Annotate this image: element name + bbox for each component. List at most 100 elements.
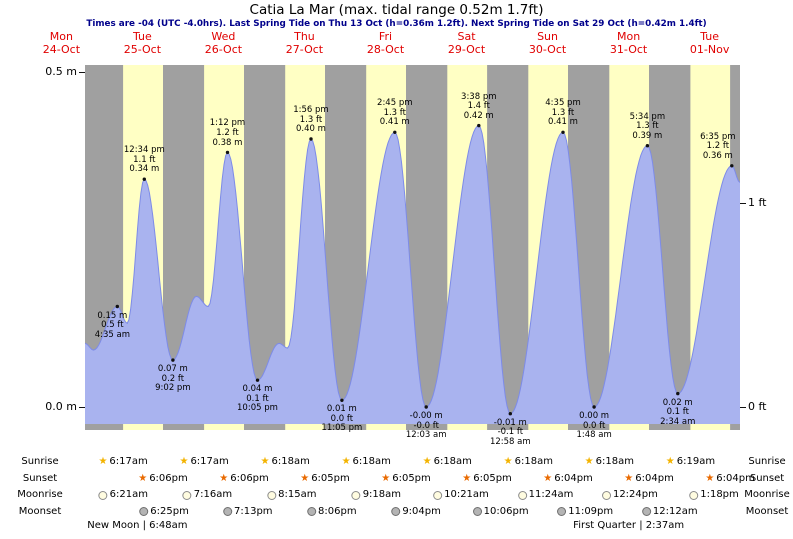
moonset-entry: 12:12am	[641, 504, 698, 520]
sunrise-time: 6:18am	[595, 456, 634, 467]
sunset-entry: ★ 6:04pm	[705, 471, 755, 487]
sunrise-entry: ★ 6:18am	[504, 454, 553, 470]
sunrise-entry: ★ 6:17am	[98, 454, 147, 470]
moonrise-time: 12:24pm	[612, 489, 658, 500]
day-label-date: 25-Oct	[123, 42, 162, 56]
sunset-time: 6:06pm	[230, 472, 269, 484]
sunset-entry: ★ 6:06pm	[219, 471, 269, 487]
sunrise-star-icon: ★	[179, 456, 189, 467]
moonset-entry: 11:09pm	[557, 504, 613, 520]
sunrise-star-icon: ★	[503, 456, 513, 467]
sunset-star-icon: ★	[300, 472, 310, 484]
row-label-sunset-left: Sunset	[22, 472, 58, 484]
sunset-star-icon: ★	[705, 472, 715, 484]
sunrise-star-icon: ★	[665, 456, 675, 467]
moonrise-moon-icon	[351, 490, 361, 500]
moonrise-time: 6:21am	[109, 489, 148, 500]
sunrise-star-icon: ★	[584, 456, 594, 467]
day-label: Tue 01-Nov	[689, 30, 730, 56]
tide-extreme-dot	[477, 123, 481, 128]
moonset-time: 7:13pm	[234, 505, 273, 517]
moonrise-moon-icon	[601, 490, 611, 500]
moonrise-entry: 10:21am	[433, 487, 489, 503]
moonrise-moon-icon	[267, 490, 277, 500]
moonset-moon-icon	[472, 507, 482, 516]
sunset-star-icon: ★	[138, 472, 148, 484]
moonrise-time: 9:18am	[362, 489, 402, 500]
moonset-time: 10:06pm	[483, 505, 529, 517]
moonrise-entry: 1:18pm	[689, 487, 739, 503]
sunrise-entry: ★ 6:18am	[423, 454, 472, 470]
moonrise-time: 8:15am	[278, 489, 317, 500]
sunrise-time: 6:17am	[109, 456, 148, 467]
row-label-sunrise-right: Sunrise	[748, 456, 786, 467]
sunrise-star-icon: ★	[260, 456, 270, 467]
moonrise-entry: 12:24pm	[601, 487, 658, 503]
moonrise-moon-icon	[182, 490, 192, 500]
tide-curve-line	[85, 124, 740, 415]
tide-extreme-dot	[115, 304, 119, 309]
sunset-time: 6:04pm	[554, 472, 593, 484]
day-label-weekday: Mon	[49, 30, 73, 43]
tide-extreme-dot	[561, 130, 565, 134]
row-label-moonset-right: Moonset	[745, 505, 789, 517]
moonrise-moon-icon	[433, 490, 443, 500]
day-label-weekday: Tue	[132, 30, 152, 43]
sunset-time: 6:05pm	[473, 472, 512, 484]
moonrise-time: 1:18pm	[700, 489, 739, 500]
sunrise-time: 6:18am	[514, 456, 553, 467]
moonrise-moon-icon	[689, 490, 699, 500]
day-label-date: 01-Nov	[689, 42, 730, 56]
sunset-star-icon: ★	[381, 472, 391, 484]
moonset-time: 12:12am	[652, 505, 698, 517]
day-label-date: 28-Oct	[366, 42, 405, 56]
sunset-time: 6:04pm	[716, 472, 755, 484]
day-label-date: 29-Oct	[447, 42, 486, 56]
moonset-moon-icon	[139, 507, 149, 516]
almanac-row-moonset: Moonset Moonset 6:25pm 7:13pm 8:06pm 9:04pm 10…	[0, 504, 793, 520]
tide-extreme-dot	[309, 137, 313, 141]
moon-phase-note: First Quarter | 2:37am	[573, 520, 685, 531]
almanac-row-moonrise: Moonrise Moonrise 6:21am 7:16am 8:15am 9:18am…	[0, 487, 793, 503]
tide-area	[85, 125, 740, 424]
sunset-time: 6:05pm	[392, 472, 431, 484]
day-label: Wed 26-Oct	[205, 30, 242, 56]
day-label-weekday: Mon	[616, 30, 641, 43]
day-label-date: 31-Oct	[609, 42, 648, 56]
moonrise-entry: 9:18am	[351, 487, 402, 503]
day-label-weekday: Sat	[457, 30, 476, 43]
sunset-time: 6:06pm	[149, 472, 188, 484]
day-label-weekday: Fri	[378, 30, 393, 43]
moonrise-entry: 6:21am	[98, 487, 148, 503]
sunset-entry: ★ 6:05pm	[462, 471, 512, 487]
row-label-sunset-right: Sunset	[749, 472, 785, 484]
sunrise-entry: ★ 6:18am	[585, 454, 634, 470]
tide-extreme-dot	[393, 130, 397, 134]
sunset-time: 6:04pm	[635, 472, 674, 484]
sunrise-star-icon: ★	[422, 456, 432, 467]
sunrise-time: 6:17am	[190, 456, 229, 467]
moonrise-entry: 11:24am	[517, 487, 573, 503]
day-label: Sun 30-Oct	[529, 30, 566, 56]
tide-extreme-dot	[592, 405, 596, 409]
day-label-weekday: Sun	[537, 30, 559, 43]
sunset-star-icon: ★	[543, 472, 553, 484]
day-label-weekday: Thu	[294, 30, 315, 43]
tide-extreme-dot	[424, 405, 428, 409]
row-label-moonset-left: Moonset	[18, 505, 62, 517]
sunrise-star-icon: ★	[98, 456, 108, 467]
sunrise-time: 6:18am	[433, 456, 472, 467]
moonset-moon-icon	[641, 507, 651, 516]
moonrise-entry: 7:16am	[182, 487, 232, 503]
tide-extreme-dot	[171, 358, 175, 362]
day-label: Tue 25-Oct	[123, 30, 162, 56]
tide-extreme-dot	[730, 164, 734, 168]
sunset-star-icon: ★	[462, 472, 472, 484]
moonset-entry: 9:04pm	[391, 504, 441, 520]
moonrise-time: 10:21am	[444, 489, 489, 500]
almanac-row-sunset: Sunset Sunset ★ 6:06pm ★ 6:06pm ★ 6:05pm ★ 6:05pm…	[0, 471, 793, 487]
row-label-moonrise-right: Moonrise	[744, 489, 790, 500]
moonset-moon-icon	[557, 507, 567, 516]
moonset-time: 11:09pm	[568, 505, 614, 517]
